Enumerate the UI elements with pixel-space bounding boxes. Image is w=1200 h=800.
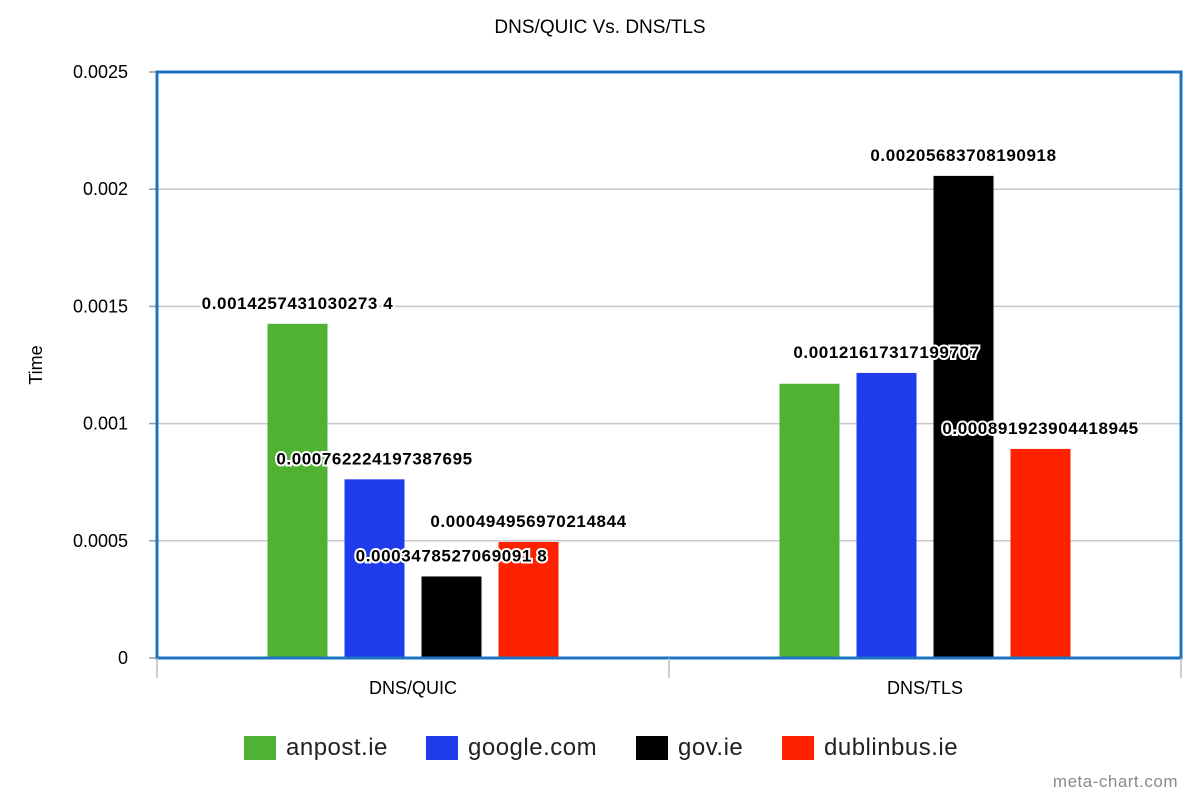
bar-anpost-ie-dns-tls	[779, 383, 840, 658]
x-axis: DNS/QUIC DNS/TLS	[156, 658, 1182, 698]
legend-item-gov: gov.ie	[636, 728, 743, 768]
legend-swatch	[244, 736, 276, 760]
data-label: 0.0014257431030273 4	[202, 294, 394, 313]
y-axis-label: Time	[26, 345, 46, 384]
y-tick-label: 0.0025	[73, 62, 128, 82]
data-label: 0.00205683708190918	[870, 146, 1056, 165]
x-tick-label: DNS/QUIC	[369, 678, 457, 698]
data-label: 0.00121617317199707	[793, 343, 979, 362]
y-tick-label: 0.001	[83, 414, 128, 434]
y-tick-label: 0.002	[83, 179, 128, 199]
watermark: meta-chart.com	[1052, 772, 1178, 791]
data-label: 0.000494956970214844	[430, 512, 626, 531]
value-labels: 0.0014257431030273 4 0.000762224197387695…	[200, 144, 1140, 568]
y-axis-ticks: 0 0.0005 0.001 0.0015 0.002 0.0025	[73, 62, 157, 668]
legend-item-google: google.com	[426, 728, 597, 768]
legend: anpost.ie google.com gov.ie dublinbus.ie	[0, 728, 1200, 768]
bar-dublinbus-ie-dns-tls	[1010, 448, 1071, 658]
legend-swatch	[636, 736, 668, 760]
y-tick-label: 0.0005	[73, 531, 128, 551]
bar-gov-ie-dns-tls	[933, 175, 994, 658]
y-tick-label: 0	[118, 648, 128, 668]
bars	[267, 175, 1071, 658]
data-label: 0.000891923904418945	[942, 419, 1138, 438]
bar-google-com-dns-tls	[856, 372, 917, 658]
legend-label: gov.ie	[678, 734, 744, 761]
y-tick-label: 0.0015	[73, 296, 128, 316]
legend-label: dublinbus.ie	[824, 734, 959, 761]
legend-swatch	[426, 736, 458, 760]
legend-item-dublinbus: dublinbus.ie	[782, 728, 958, 768]
legend-item-anpost: anpost.ie	[244, 728, 388, 768]
bar-anpost-ie-dns-quic	[267, 323, 328, 658]
legend-swatch	[782, 736, 814, 760]
bar-dublinbus-ie-dns-quic	[498, 541, 559, 658]
legend-label: anpost.ie	[286, 734, 388, 761]
x-tick-label: DNS/TLS	[887, 678, 963, 698]
chart-title: DNS/QUIC Vs. DNS/TLS	[494, 17, 705, 38]
bar-gov-ie-dns-quic	[421, 576, 482, 658]
data-label: 0.000762224197387695	[276, 449, 472, 468]
data-label: 0.0003478527069091 8	[356, 546, 548, 565]
legend-label: google.com	[468, 734, 598, 761]
bar-google-com-dns-quic	[344, 479, 405, 658]
